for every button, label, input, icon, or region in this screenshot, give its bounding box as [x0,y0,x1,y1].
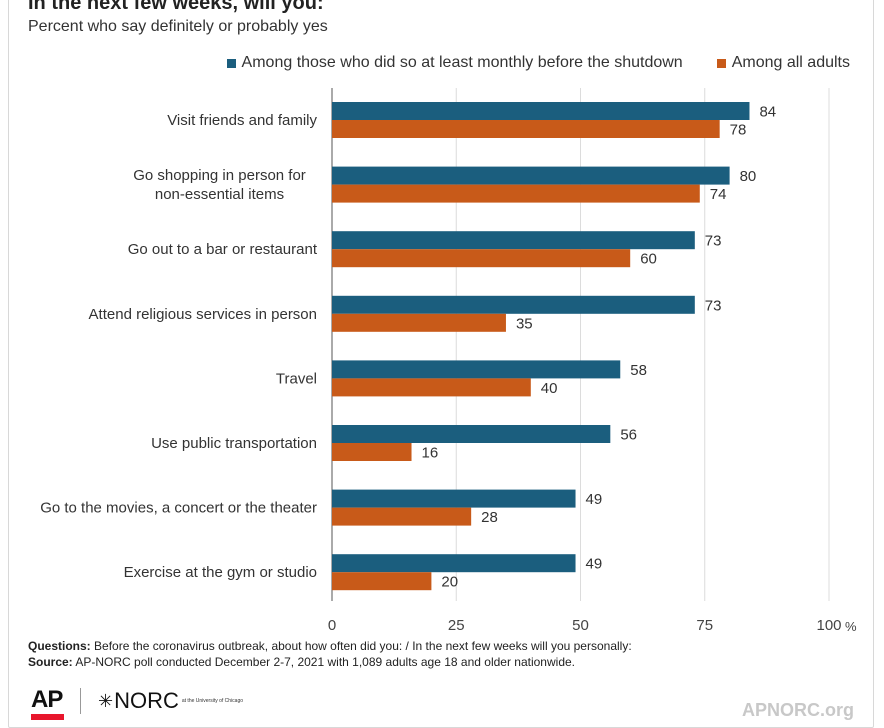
category-label: Exercise at the gym or studio [124,564,317,581]
legend-swatch-series1 [226,58,236,68]
bar-series1 [332,166,730,185]
data-label: 16 [422,445,439,462]
bar-series2 [332,120,720,138]
x-tick-label: 100 [816,617,841,634]
category-label: Go out to a bar or restaurant [128,241,318,258]
x-tick-label: 50 [572,617,589,634]
x-tick-label: 25 [448,617,465,634]
x-tick-label: 0 [328,617,336,634]
x-unit-label: % [845,619,857,634]
bar-series1 [332,425,611,443]
data-label: 28 [481,509,498,526]
bar-series2 [332,378,531,397]
category-label: Use public transportation [151,435,317,452]
legend-item-series2: Among all adults [716,54,850,72]
data-label: 49 [586,491,603,508]
bar-series1 [332,554,576,573]
chart-title: In the next few weeks, will you: [28,0,324,14]
data-label: 74 [710,186,727,203]
category-label: Go to the movies, a concert or the theat… [40,500,317,517]
legend-label-series2: Among all adults [731,54,850,71]
category-label-line: non-essential items [155,186,284,203]
category-label: Travel [276,370,317,387]
site-url: APNORC.org [742,700,854,720]
questions-label: Questions: [28,639,91,653]
bar-series2 [332,507,472,526]
chart-subtitle: Percent who say definitely or probably y… [28,18,328,35]
questions-note: Questions: Before the coronavirus outbre… [28,638,632,654]
data-label: 40 [541,380,558,397]
questions-text: Before the coronavirus outbreak, about h… [94,639,632,653]
bar-series2 [332,184,700,203]
bar-series1 [332,102,750,120]
bar-series1 [332,231,695,250]
category-label: Attend religious services in person [89,306,317,323]
data-label: 78 [730,122,747,139]
category-label: Go shopping in person for non-essential i… [133,167,306,203]
bar-series1 [332,360,621,379]
data-label: 56 [620,427,637,444]
norc-logo: ✳ NORC at the University of Chicago [98,688,244,714]
bar-chart: 0 25 50 75 100 % Visit friends and family 84 78 G… [40,88,857,634]
x-tick-label: 75 [696,617,713,634]
data-label: 84 [759,104,776,121]
data-label: 58 [630,362,647,379]
bar-series2 [332,572,432,591]
category-label: Visit friends and family [167,112,317,129]
legend: Among those who did so at least monthly … [160,54,850,72]
norc-logo-subtext: at the University of Chicago [181,698,244,704]
source-label: Source: [28,655,73,669]
bar-series2 [332,313,506,332]
data-label: 49 [586,556,603,573]
data-label: 20 [441,574,458,591]
logo-divider [80,688,81,714]
data-label: 80 [740,168,757,185]
bar-series2 [332,249,631,268]
footnotes: Questions: Before the coronavirus outbre… [28,638,632,670]
ap-logo: AP [31,686,63,713]
category-label-line: Go shopping in person for [133,167,306,184]
norc-logo-text: NORC [114,688,179,713]
norc-star-icon: ✳ [98,690,114,711]
ap-logo-bar [31,714,64,720]
legend-label-series1: Among those who did so at least monthly … [241,54,683,71]
source-text: AP-NORC poll conducted December 2-7, 202… [75,655,575,669]
legend-item-series1: Among those who did so at least monthly … [226,54,683,72]
bar-series1 [332,489,576,508]
bar-series2 [332,443,412,461]
source-note: Source: AP-NORC poll conducted December … [28,654,632,670]
data-label: 73 [705,233,722,250]
data-label: 73 [705,297,722,314]
data-label: 60 [640,251,657,268]
data-label: 35 [516,315,533,332]
legend-swatch-series2 [716,58,726,68]
bar-series1 [332,295,695,314]
